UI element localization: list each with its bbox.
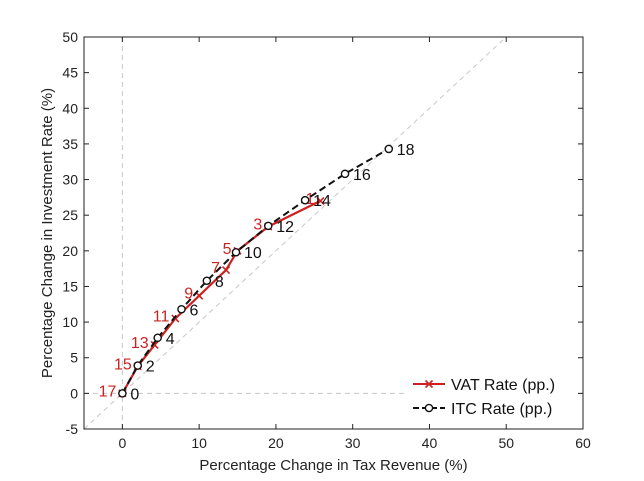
- data-point-label: 10: [244, 245, 262, 262]
- x-tick-label: 60: [575, 435, 591, 451]
- y-tick-label: 30: [62, 172, 78, 188]
- legend-item: ITC Rate (pp.): [413, 401, 552, 418]
- y-tick-label: 0: [70, 385, 78, 401]
- x-tick-label: 30: [345, 435, 361, 451]
- data-point-label: 9: [184, 286, 193, 303]
- data-point-label: 2: [146, 359, 155, 376]
- data-point-marker: [133, 361, 143, 370]
- data-point-label: 14: [313, 193, 331, 210]
- data-point-label: 15: [114, 356, 132, 373]
- data-point-marker: [177, 304, 186, 314]
- data-point-label: 18: [397, 142, 415, 159]
- plot-area: [84, 37, 583, 429]
- y-axis-label: Percentage Change in Investment Rate (%): [39, 88, 56, 378]
- reference-line-diagonal: [83, 36, 507, 430]
- data-point-marker: [118, 389, 127, 398]
- x-tick-label: 10: [191, 435, 207, 451]
- y-tick-label: 5: [70, 350, 78, 366]
- x-axis-label: Percentage Change in Tax Revenue (%): [199, 457, 467, 474]
- data-point-marker: [384, 144, 394, 154]
- legend-box: [405, 372, 577, 420]
- data-point-marker: [300, 195, 310, 205]
- legend-label: VAT Rate (pp.): [451, 377, 555, 394]
- data-point-label: 11: [153, 309, 170, 326]
- y-tick-label: 35: [62, 136, 78, 152]
- y-tick-label: 25: [62, 207, 78, 223]
- data-point-label: 5: [223, 241, 232, 258]
- data-point-label: 16: [353, 167, 371, 184]
- x-tick-label: 50: [498, 435, 514, 451]
- data-point-marker: [231, 247, 241, 257]
- y-tick-label: 10: [62, 314, 78, 330]
- data-point-marker: [153, 333, 162, 343]
- data-point-label: 6: [189, 302, 198, 319]
- legend-label: ITC Rate (pp.): [451, 401, 552, 418]
- x-tick-label: 20: [268, 435, 284, 451]
- x-tick-label: 0: [118, 435, 126, 451]
- data-point-marker: [263, 221, 273, 231]
- data-point-marker: [316, 196, 325, 205]
- data-point-label: 12: [276, 219, 294, 236]
- data-point-marker: [424, 379, 434, 389]
- data-point-label: 13: [131, 335, 149, 352]
- data-point-label: 7: [211, 260, 220, 277]
- y-tick-label: 20: [62, 243, 78, 259]
- y-tick-label: 40: [62, 100, 78, 116]
- legend-item: VAT Rate (pp.): [413, 377, 555, 394]
- x-tick-label: 40: [422, 435, 438, 451]
- data-point-label: 8: [215, 274, 224, 291]
- y-tick-label: -5: [66, 421, 79, 437]
- data-point-label: 3: [253, 217, 262, 234]
- data-point-marker: [150, 340, 159, 349]
- y-tick-label: 15: [62, 278, 78, 294]
- data-point-marker: [221, 265, 231, 275]
- data-point-label: 0: [130, 386, 139, 403]
- data-point-marker: [202, 276, 212, 286]
- y-tick-label: 50: [62, 29, 78, 45]
- data-point-label: 1: [306, 191, 315, 208]
- y-tick-label: 45: [62, 65, 78, 81]
- data-point-marker: [424, 403, 434, 413]
- series-line: [121, 148, 390, 394]
- legend: VAT Rate (pp.) ITC Rate (pp.): [405, 372, 577, 420]
- plot-frame: [83, 36, 584, 430]
- data-point-label: 17: [99, 383, 117, 400]
- data-point-marker: [340, 169, 350, 179]
- data-point-label: 4: [166, 331, 175, 348]
